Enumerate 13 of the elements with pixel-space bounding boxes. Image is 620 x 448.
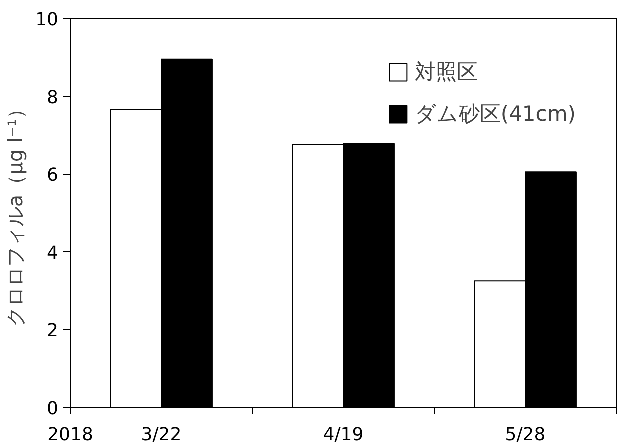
y-axis-title: クロロフィルa（μg l⁻¹） xyxy=(4,98,28,328)
y-tick-label: 4 xyxy=(47,242,58,264)
legend-label: ダム砂区(41cm) xyxy=(414,101,576,128)
y-tick-label: 8 xyxy=(47,87,58,108)
x-tick-label: 3/22 xyxy=(141,424,182,446)
x-tick-label: 4/19 xyxy=(323,424,364,446)
y-tick-label: 6 xyxy=(47,165,58,186)
y-tick-label: 2 xyxy=(47,320,58,342)
text: 2018 xyxy=(48,424,94,446)
y-tick-label: 10 xyxy=(36,10,58,30)
x-tick-label: 5/28 xyxy=(505,424,546,446)
legend-label: 対照区 xyxy=(414,59,478,86)
y-tick-label: 0 xyxy=(47,398,58,420)
